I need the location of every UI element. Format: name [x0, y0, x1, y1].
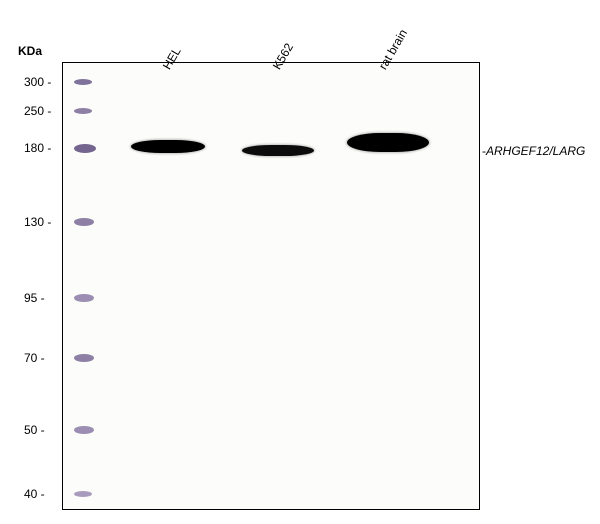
ladder-band — [74, 218, 94, 226]
ladder-band — [74, 426, 94, 434]
ladder-band — [74, 491, 92, 497]
y-tick-130: 130 - — [24, 215, 51, 229]
ladder-band — [74, 108, 92, 114]
ladder-band — [74, 79, 92, 85]
y-tick-70: 70 - — [24, 351, 45, 365]
ladder-band — [74, 294, 94, 302]
band-HEL — [131, 140, 205, 153]
y-tick-300: 300 - — [24, 75, 51, 89]
band-K562 — [242, 145, 314, 156]
y-tick-250: 250 - — [24, 104, 51, 118]
ladder-band — [74, 144, 96, 153]
blot-frame — [62, 62, 480, 510]
y-tick-40: 40 - — [24, 487, 45, 501]
y-tick-180: 180 - — [24, 141, 51, 155]
y-axis-unit-label: KDa — [18, 44, 42, 58]
target-label-text: ARHGEF12/LARG — [486, 144, 585, 158]
band-rat-brain — [347, 133, 429, 152]
y-tick-50: 50 - — [24, 423, 45, 437]
western-blot-figure: KDa 300 - 250 - 180 - 130 - 95 - 70 - 50 - 40 -… — [0, 0, 600, 524]
target-protein-label: -ARHGEF12/LARG — [482, 144, 585, 158]
ladder-band — [74, 354, 94, 362]
y-tick-95: 95 - — [24, 291, 45, 305]
